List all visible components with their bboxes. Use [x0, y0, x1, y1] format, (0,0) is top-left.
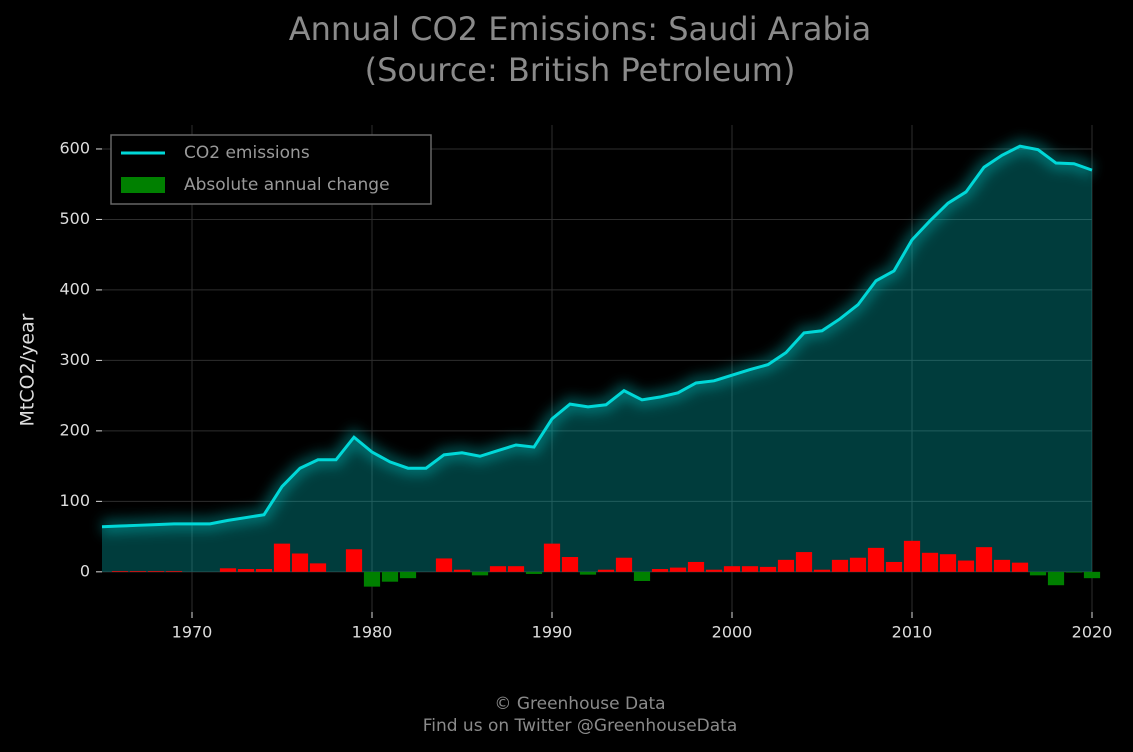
- bar: [597, 569, 615, 572]
- bar: [687, 561, 705, 572]
- bar: [237, 569, 255, 572]
- bar: [309, 563, 327, 572]
- x-tick-label: 1990: [532, 623, 573, 642]
- x-tick-label: 2010: [892, 623, 933, 642]
- bar: [1065, 571, 1083, 573]
- bar: [921, 552, 939, 572]
- y-tick-label: 100: [59, 491, 90, 510]
- footer: © Greenhouse Data: [494, 694, 665, 714]
- bar: [975, 547, 993, 572]
- bar: [1047, 571, 1065, 586]
- bar: [543, 543, 561, 572]
- bar: [435, 558, 453, 572]
- bar: [561, 557, 579, 572]
- bar: [669, 567, 687, 572]
- bar: [219, 568, 237, 572]
- y-tick-label: 400: [59, 279, 90, 298]
- bar: [129, 571, 147, 572]
- bar: [399, 571, 417, 579]
- bar: [453, 569, 471, 572]
- bar: [723, 566, 741, 572]
- bar: [795, 552, 813, 572]
- bar: [507, 566, 525, 572]
- legend-swatch: [121, 177, 165, 193]
- bar: [903, 540, 921, 572]
- bar: [255, 569, 273, 572]
- bar: [777, 559, 795, 572]
- bar: [147, 571, 165, 572]
- x-tick-label: 2020: [1072, 623, 1113, 642]
- bar: [705, 569, 723, 572]
- bar: [957, 560, 975, 572]
- line: [101, 144, 1093, 529]
- y-axis-label: MtCO2/year: [17, 313, 39, 426]
- bar: [831, 559, 849, 572]
- x-tick-label: 2000: [712, 623, 753, 642]
- bar: [165, 571, 183, 572]
- bar: [579, 571, 597, 575]
- footer: Find us on Twitter @GreenhouseData: [423, 716, 738, 736]
- bar: [111, 571, 129, 572]
- bar: [651, 569, 669, 572]
- bar: [345, 549, 363, 572]
- bar: [993, 559, 1011, 572]
- y-tick-label: 600: [59, 138, 90, 157]
- area: [102, 146, 1092, 572]
- y-tick-label: 200: [59, 420, 90, 439]
- y-tick-label: 500: [59, 209, 90, 228]
- bar: [273, 543, 291, 572]
- y-tick-label: 300: [59, 350, 90, 369]
- bar: [1083, 571, 1101, 579]
- bar: [1029, 571, 1047, 576]
- bar: [885, 561, 903, 572]
- bar: [633, 571, 651, 581]
- x-tick-label: 1970: [172, 623, 213, 642]
- chart-subtitle: (Source: British Petroleum): [365, 51, 796, 89]
- legend-label: Absolute annual change: [184, 175, 390, 195]
- bar: [471, 571, 489, 576]
- x-tick-label: 1980: [352, 623, 393, 642]
- bar: [615, 557, 633, 572]
- bar: [291, 553, 309, 572]
- bar: [525, 571, 543, 574]
- bar: [381, 571, 399, 582]
- chart-title: Annual CO2 Emissions: Saudi Arabia: [289, 10, 872, 48]
- y-tick-label: 0: [80, 561, 90, 580]
- bar: [489, 566, 507, 572]
- bar: [867, 547, 885, 572]
- bar: [1011, 562, 1029, 572]
- legend: CO2 emissions Absolute annual change: [110, 134, 432, 205]
- bar: [939, 554, 957, 572]
- bar: [813, 569, 831, 572]
- bar: [741, 566, 759, 572]
- bar: [759, 566, 777, 572]
- bar: [849, 557, 867, 572]
- bar: [363, 571, 381, 587]
- legend-label: CO2 emissions: [184, 143, 310, 163]
